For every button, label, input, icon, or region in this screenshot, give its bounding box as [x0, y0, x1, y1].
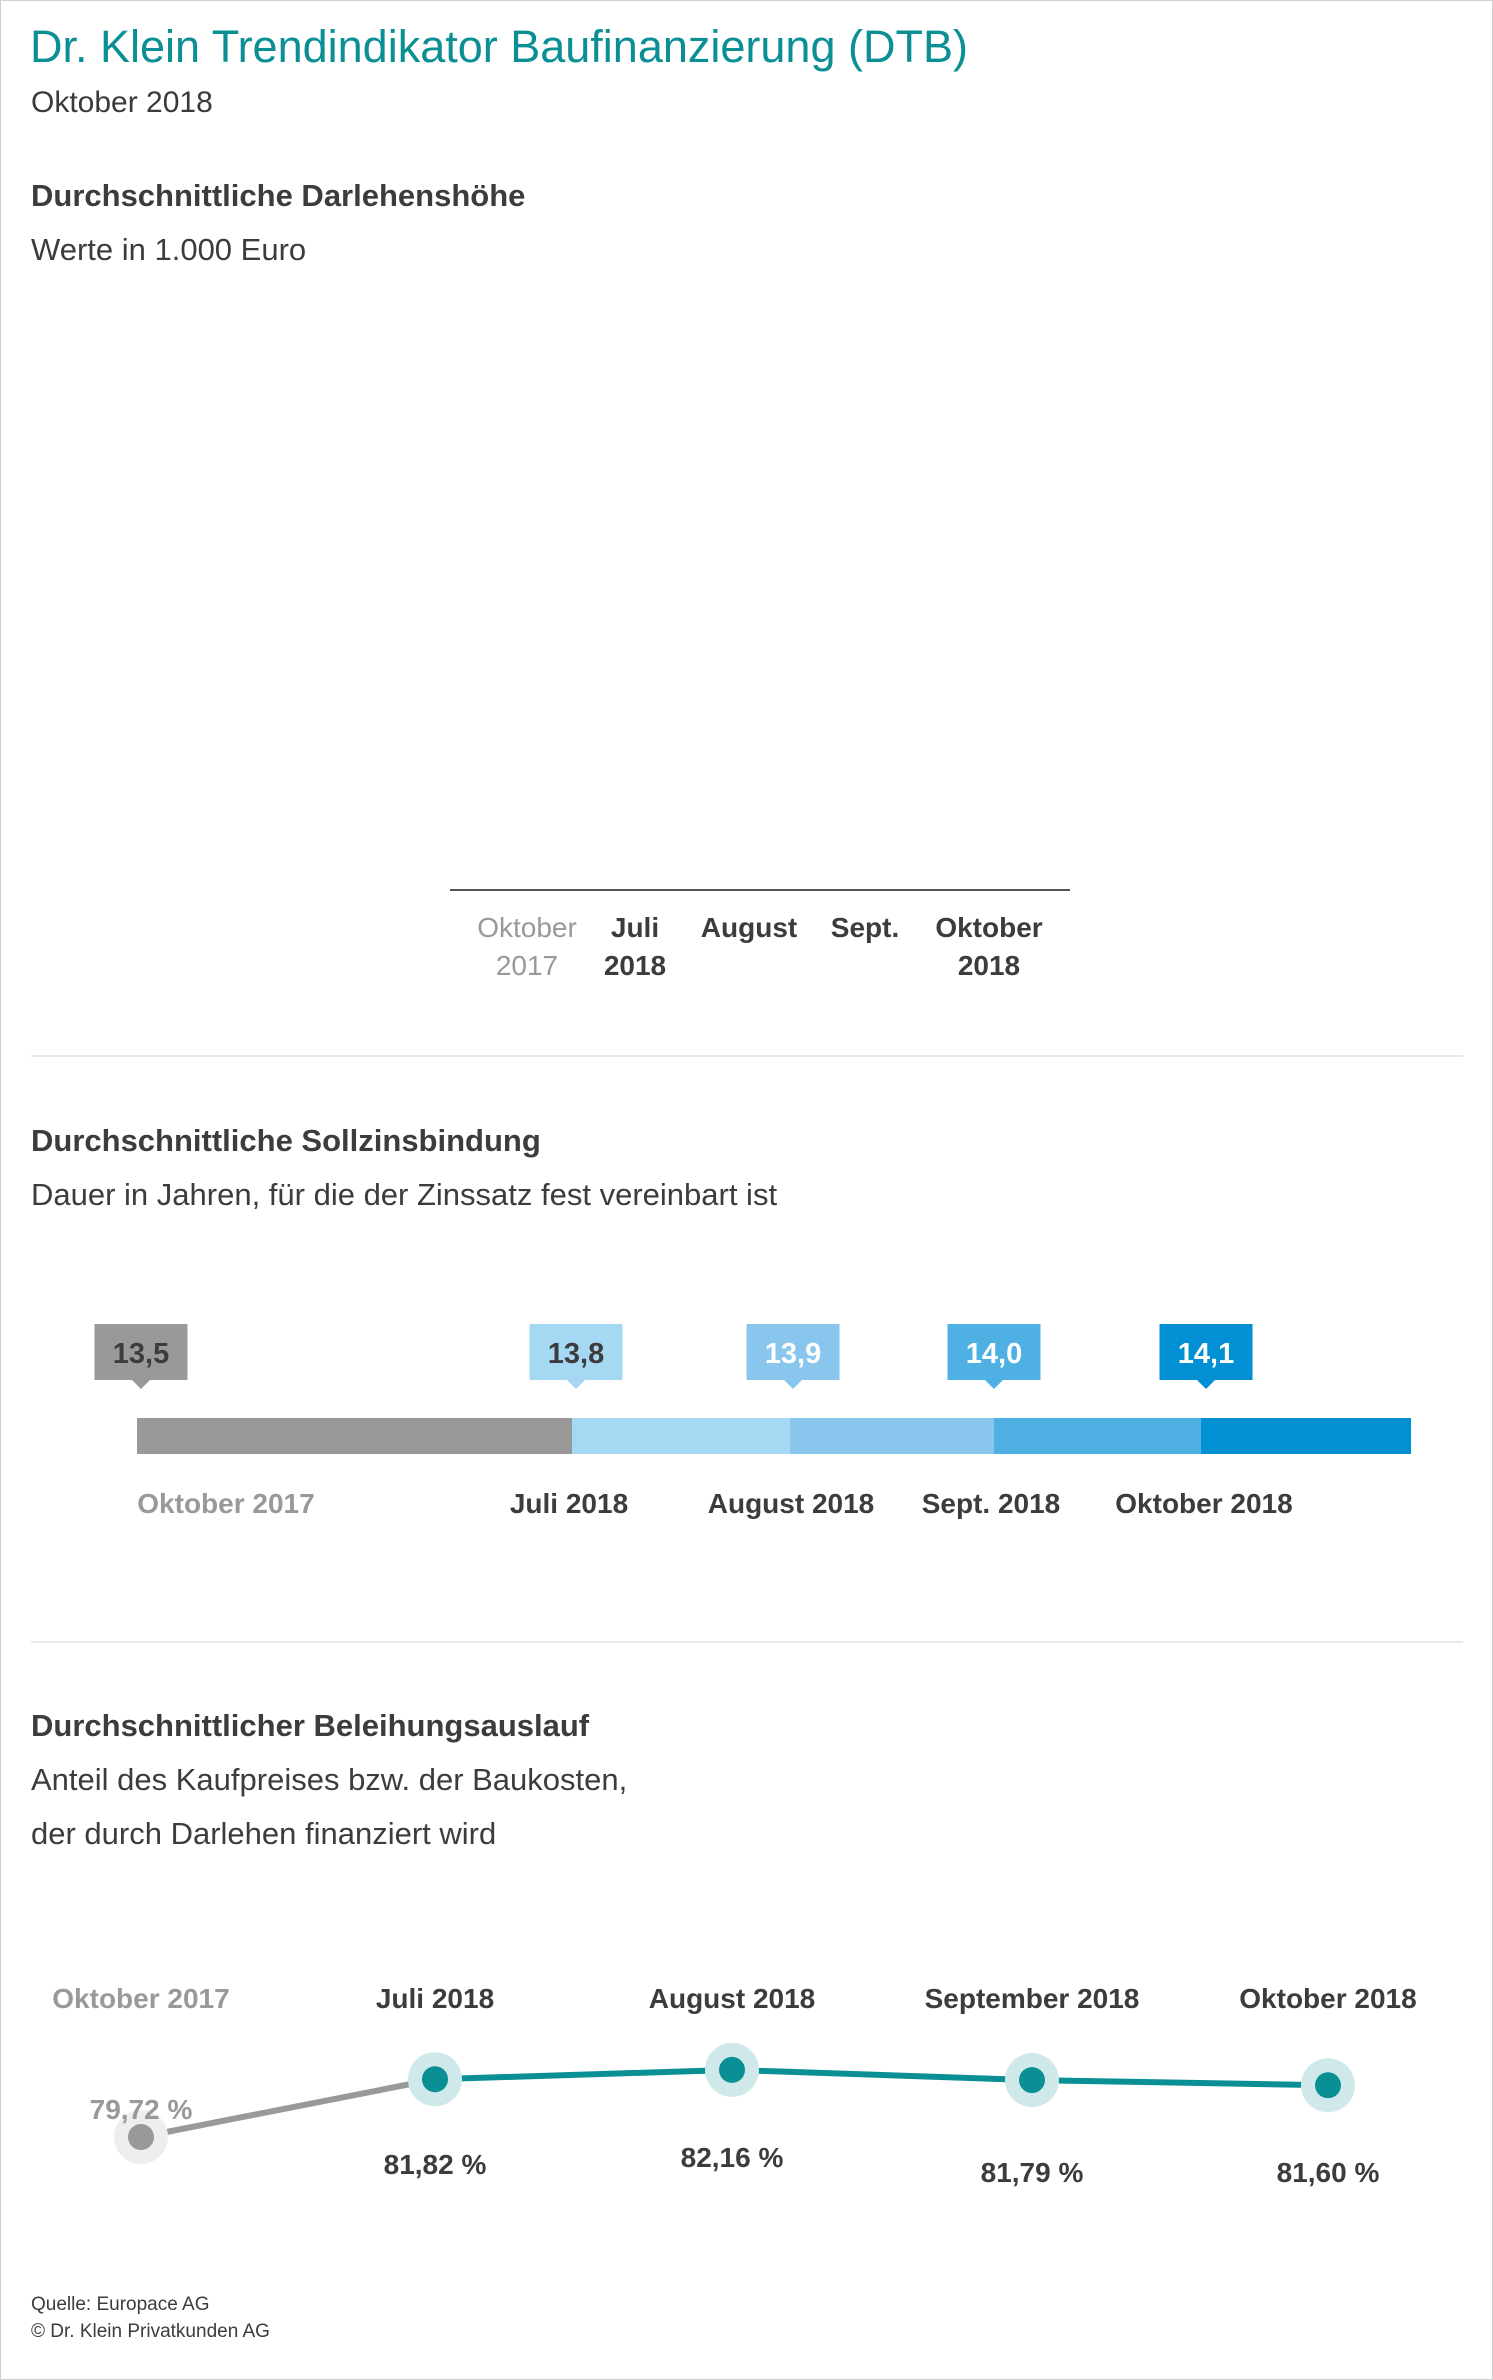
section2-heading: Durchschnittliche Sollzinsbindung	[31, 1123, 541, 1158]
value-tag-label: 14,0	[966, 1338, 1022, 1370]
line-series	[434, 2066, 1329, 2089]
value-tag	[947, 1324, 1041, 1380]
data-value-label: 81,60 %	[1277, 2157, 1380, 2188]
loan-amount-bar-chart: 204Oktober2017225Juli2018230August228Sep…	[450, 889, 1070, 981]
line-segment-previous	[140, 2076, 436, 2140]
source-text: Quelle: Europace AG	[31, 2294, 210, 2315]
value-tag	[1159, 1324, 1253, 1380]
category-label: September 2018	[925, 1983, 1140, 2014]
value-tag-label: 13,5	[113, 1338, 169, 1370]
duration-segment	[994, 1418, 1201, 1454]
data-point	[1019, 2067, 1045, 2094]
duration-segment	[1201, 1418, 1411, 1454]
section3-subheading-line2: der durch Darlehen finanziert wird	[31, 1816, 497, 1851]
copyright-text: © Dr. Klein Privatkunden AG	[31, 2321, 270, 2342]
category-label: Oktober 2017	[52, 1983, 229, 2014]
category-label: August 2018	[708, 1488, 875, 1519]
source-note: Quelle: Europace AG © Dr. Klein Privatku…	[31, 2291, 270, 2345]
data-point	[1315, 2072, 1341, 2099]
data-value-label: 81,82 %	[384, 2149, 487, 2180]
section-divider	[31, 1641, 1463, 1643]
loan-to-value-line-chart: Oktober 2017 Juli 2018 August 2018 Septembe…	[52, 1983, 1416, 2188]
value-tag	[746, 1324, 840, 1380]
category-label: August 2018	[649, 1983, 816, 2014]
section1-heading: Durchschnittliche Darlehenshöhe	[31, 178, 526, 213]
value-tag-pointer	[132, 1380, 150, 1389]
section1-subheading: Werte in 1.000 Euro	[31, 232, 307, 267]
section2-subheading: Dauer in Jahren, für die der Zinssatz fe…	[31, 1177, 778, 1212]
value-tag-pointer	[567, 1380, 585, 1389]
section-divider	[31, 1055, 1463, 1057]
value-tag-pointer	[784, 1380, 802, 1389]
category-label: Oktober 2018	[1239, 1983, 1416, 2014]
x-tick-label: August	[701, 912, 797, 943]
category-label: Oktober 2017	[137, 1488, 314, 1519]
data-value-label: 82,16 %	[681, 2142, 784, 2173]
category-label: Juli 2018	[510, 1488, 628, 1519]
x-tick-label: 2018	[958, 950, 1020, 981]
x-tick-label: Juli	[611, 912, 659, 943]
fixed-rate-duration-chart: 13,5 Oktober 2017 13,8 Juli 2018 13,9 August …	[94, 1324, 1411, 1519]
category-label: Oktober 2018	[1115, 1488, 1292, 1519]
duration-segment	[137, 1418, 572, 1454]
category-label: Sept. 2018	[922, 1488, 1061, 1519]
value-tag-label: 14,1	[1178, 1338, 1234, 1370]
x-tick-label: 2017	[496, 950, 558, 981]
category-label: Juli 2018	[376, 1983, 494, 2014]
data-point	[128, 2124, 154, 2150]
x-tick-label: Oktober	[935, 912, 1042, 943]
value-tag-label: 13,9	[765, 1338, 821, 1370]
x-tick-label: Sept.	[831, 912, 899, 943]
value-tag-pointer	[1197, 1380, 1215, 1389]
data-value-label: 79,72 %	[90, 2094, 193, 2125]
data-point	[719, 2056, 745, 2083]
value-tag	[529, 1324, 623, 1380]
duration-segment	[790, 1418, 994, 1454]
value-tag-pointer	[985, 1380, 1003, 1389]
page-title: Dr. Klein Trendindikator Baufinanzierung…	[30, 21, 968, 72]
value-tag	[94, 1324, 188, 1380]
value-tag-label: 13,8	[548, 1338, 604, 1370]
data-value-label: 81,79 %	[981, 2157, 1084, 2188]
x-tick-label: 2018	[604, 950, 666, 981]
section3-subheading-line1: Anteil des Kaufpreises bzw. der Baukoste…	[31, 1762, 628, 1797]
section3-heading: Durchschnittlicher Beleihungsauslauf	[31, 1708, 590, 1743]
page-subtitle: Oktober 2018	[31, 86, 213, 119]
duration-segment	[572, 1418, 790, 1454]
data-point	[422, 2066, 448, 2093]
x-tick-label: Oktober	[477, 912, 577, 943]
